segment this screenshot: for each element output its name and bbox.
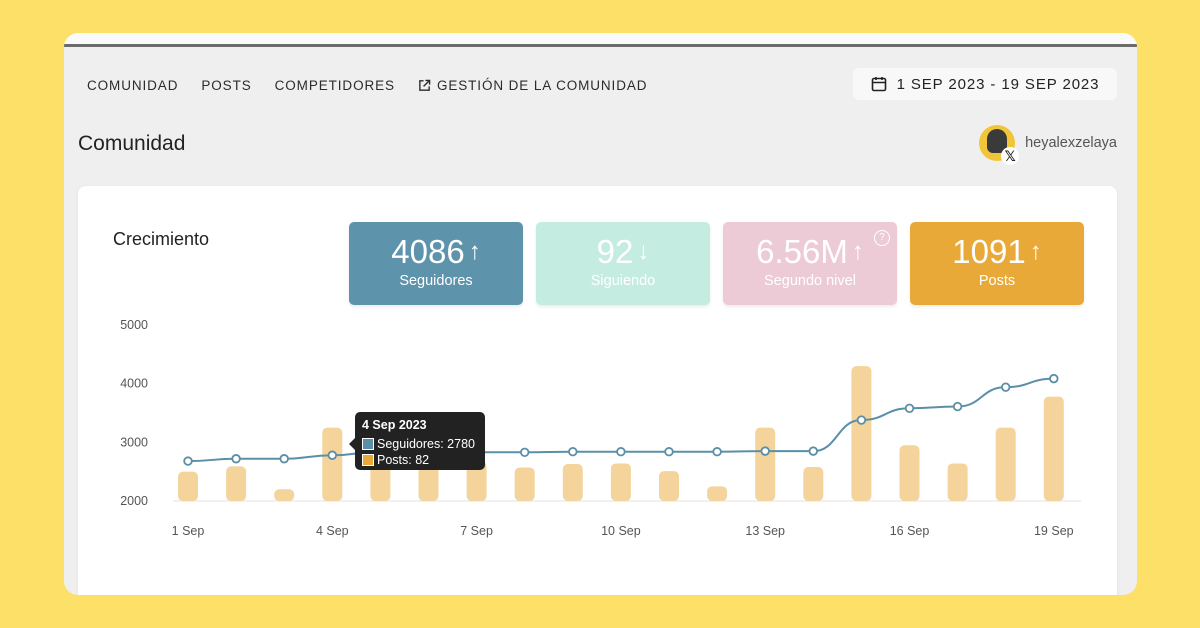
y-tick-label: 5000 <box>120 318 148 332</box>
seguidores-point <box>760 446 770 456</box>
posts-swatch <box>362 454 374 466</box>
account-name: heyalexzelaya <box>1025 135 1117 151</box>
card-title: Crecimiento <box>113 229 210 249</box>
date-range-picker[interactable]: 1 SEP 2023 - 19 SEP 2023 <box>853 68 1117 100</box>
posts-bar <box>610 463 631 501</box>
x-tick-label: 4 Sep <box>316 524 349 538</box>
nav-gestion-comunidad[interactable]: GESTIÓN DE LA COMUNIDAD <box>418 78 647 93</box>
seguidores-point <box>952 401 963 412</box>
posts-bar <box>418 462 439 501</box>
account-selector[interactable]: 𝕏 heyalexzelaya <box>979 125 1117 165</box>
kpi-label: Segundo nivel <box>764 273 856 289</box>
y-tick-label: 4000 <box>120 377 148 391</box>
top-nav: COMUNIDAD POSTS COMPETIDORES GESTIÓN DE … <box>87 78 647 93</box>
seguidores-point <box>183 456 193 466</box>
posts-bar <box>707 486 728 501</box>
seguidores-point <box>1049 373 1059 384</box>
x-tick-label: 10 Sep <box>601 524 641 538</box>
posts-bar <box>178 471 198 501</box>
x-tick-label: 1 Sep <box>172 524 205 538</box>
posts-bar <box>466 461 487 501</box>
nav-posts[interactable]: POSTS <box>201 78 252 93</box>
posts-bar <box>851 366 872 501</box>
posts-bar <box>514 467 535 501</box>
nav-gestion-label: GESTIÓN DE LA COMUNIDAD <box>436 78 648 93</box>
nav-comunidad[interactable]: COMUNIDAD <box>87 78 179 93</box>
calendar-icon <box>871 77 886 92</box>
tooltip-posts: Posts: 82 <box>377 453 430 467</box>
kpi-seguidores[interactable]: 4086 ↑ Seguidores <box>349 222 523 305</box>
kpi-label: Posts <box>978 273 1016 289</box>
kpi-value: 1091 <box>952 233 1026 270</box>
page-title: Comunidad <box>78 132 186 155</box>
x-logo-icon: 𝕏 <box>1001 147 1020 165</box>
seguidores-point <box>279 454 289 464</box>
kpi-value: 92 <box>596 233 634 270</box>
kpi-value: 6.56M <box>756 233 848 270</box>
y-tick-label: 3000 <box>120 435 148 449</box>
growth-card: Crecimiento 4086 ↑ Seguidores 92 ↓ Siguien… <box>78 186 1117 595</box>
arrow-up-icon: ↑ <box>1029 238 1042 265</box>
avatar-photo <box>987 129 1008 153</box>
tooltip-seguidores: Seguidores: 2780 <box>377 437 475 451</box>
avatar: 𝕏 <box>979 125 1020 165</box>
seguidores-point <box>664 447 674 457</box>
seguidores-point <box>616 447 626 457</box>
posts-bar <box>659 471 679 501</box>
kpi-row: 4086 ↑ Seguidores 92 ↓ Siguiendo 6.56M ↑ Se… <box>349 222 1084 305</box>
seguidores-point <box>808 446 818 456</box>
help-icon[interactable]: ? <box>874 230 890 246</box>
posts-bar <box>274 489 295 501</box>
seguidores-point <box>856 415 867 425</box>
external-link-icon <box>419 79 431 91</box>
kpi-label: Seguidores <box>399 273 473 289</box>
x-tick-label: 16 Sep <box>890 524 930 538</box>
x-tick-label: 19 Sep <box>1034 524 1074 538</box>
arrow-up-icon: ↑ <box>851 238 864 265</box>
growth-chart[interactable]: 2000 3000 4000 5000 1 Sep 4 Sep 7 Sep 10 Sep 13 … <box>78 186 1117 595</box>
date-range-text: 1 SEP 2023 - 19 SEP 2023 <box>896 75 1100 93</box>
y-tick-label: 2000 <box>120 494 148 508</box>
seguidores-point <box>520 447 530 458</box>
tooltip-title: 4 Sep 2023 <box>362 418 427 432</box>
seguidores-point <box>568 447 578 457</box>
posts-bar <box>755 427 776 501</box>
x-tick-label: 7 Sep <box>460 524 493 538</box>
seguidores-point <box>1001 382 1011 392</box>
arrow-down-icon: ↓ <box>637 238 650 265</box>
x-tick-label: 13 Sep <box>745 524 785 538</box>
seguidores-point <box>231 454 241 464</box>
chart-tooltip: 4 Sep 2023 Seguidores: 2780 Posts: 82 <box>349 412 485 470</box>
seguidores-point <box>712 447 722 457</box>
kpi-siguiendo[interactable]: 92 ↓ Siguiendo <box>536 222 710 305</box>
nav-competidores[interactable]: COMPETIDORES <box>274 78 395 93</box>
window-top-strip <box>64 33 1137 44</box>
app-window: COMUNIDAD POSTS COMPETIDORES GESTIÓN DE … <box>64 33 1137 595</box>
kpi-posts[interactable]: 1091 ↑ Posts <box>910 222 1084 305</box>
posts-bar <box>226 466 247 501</box>
kpi-label: Siguiendo <box>590 273 656 289</box>
posts-bar <box>803 466 824 501</box>
posts-bar <box>562 464 583 501</box>
posts-bar <box>899 445 920 501</box>
kpi-segundo-nivel[interactable]: 6.56M ↑ Segundo nivel ? <box>723 222 897 305</box>
posts-bar <box>1043 396 1064 501</box>
posts-bar <box>322 427 343 501</box>
posts-bar <box>995 427 1016 501</box>
seguidores-point <box>327 450 337 460</box>
posts-bar <box>947 463 968 501</box>
seguidores-swatch <box>362 438 374 450</box>
kpi-value: 4086 <box>391 233 465 270</box>
arrow-up-icon: ↑ <box>468 238 481 265</box>
seguidores-point <box>904 403 915 414</box>
